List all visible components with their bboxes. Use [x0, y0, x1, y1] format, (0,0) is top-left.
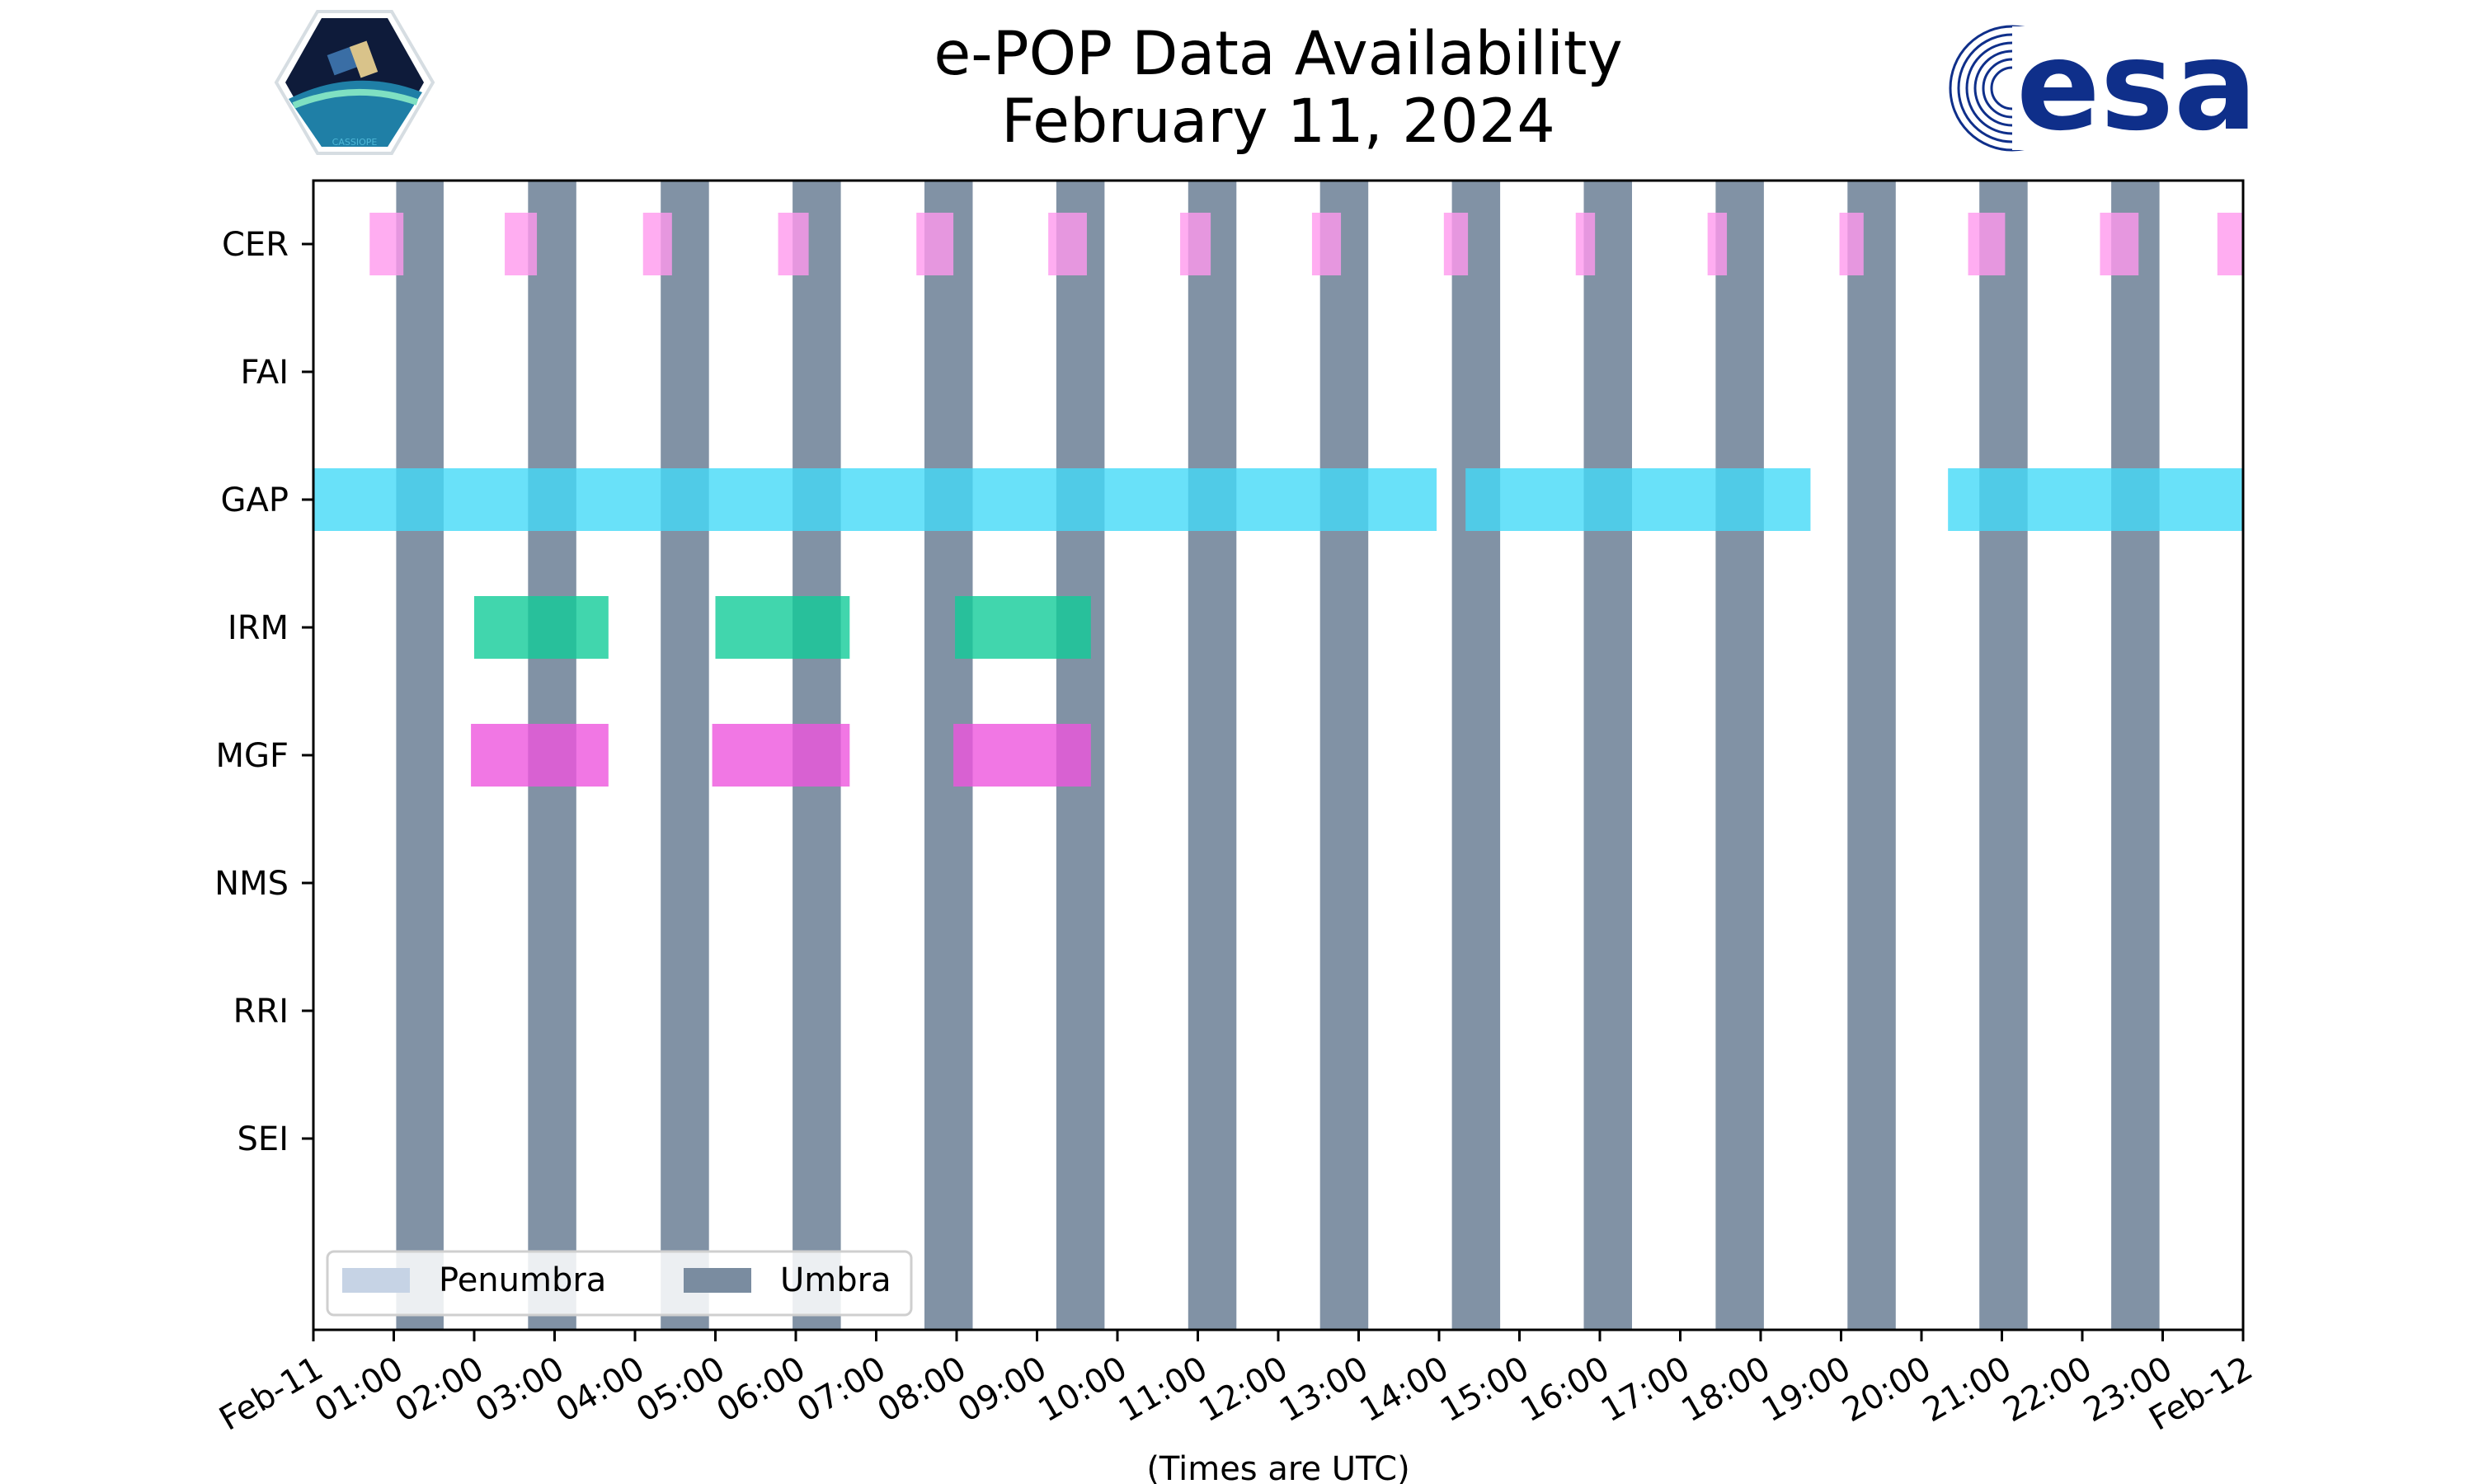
y-tick-label-rri: RRI — [233, 993, 289, 1031]
bar-mgf-1 — [712, 724, 850, 787]
legend-label-umbra: Umbra — [780, 1261, 891, 1299]
x-tick-label-6: 06:00 — [711, 1350, 812, 1430]
bar-cer-3 — [778, 213, 809, 275]
y-tick-label-mgf: MGF — [215, 737, 289, 775]
umbra-band-8 — [1451, 181, 1501, 1330]
bar-cer-12 — [1968, 213, 2006, 275]
umbra-band-9 — [1583, 181, 1632, 1330]
bar-irm-1 — [715, 596, 850, 659]
umbra-bands — [396, 181, 2160, 1330]
esa-logo: esa — [1949, 15, 2257, 158]
x-tick-label-5: 05:00 — [630, 1350, 731, 1430]
bar-cer-11 — [1839, 213, 1864, 275]
umbra-band-0 — [396, 181, 444, 1330]
bar-cer-8 — [1443, 213, 1469, 275]
y-tick-label-cer: CER — [222, 226, 289, 264]
umbra-band-12 — [1979, 181, 2028, 1330]
x-tick-label-10: 10:00 — [1032, 1350, 1134, 1430]
bar-cer-14 — [2217, 213, 2243, 275]
y-tick-label-nms: NMS — [214, 865, 289, 903]
cassiope-logo: CASSIOPE — [274, 10, 435, 155]
bar-cer-10 — [1707, 213, 1728, 275]
chart-subtitle: February 11, 2024 — [1001, 87, 1555, 157]
x-tick-label-15: 15:00 — [1434, 1350, 1536, 1430]
legend: Penumbra Umbra — [326, 1250, 913, 1317]
bar-cer-1 — [505, 213, 538, 275]
bar-cer-0 — [369, 213, 404, 275]
bar-cer-9 — [1575, 213, 1596, 275]
x-tick-label-22: 22:00 — [1997, 1350, 2099, 1430]
bar-cer-5 — [1048, 213, 1087, 275]
y-tick-label-gap: GAP — [221, 481, 289, 519]
y-tick-label-sei: SEI — [238, 1120, 289, 1158]
x-tick-label-8: 08:00 — [872, 1350, 973, 1430]
umbra-band-7 — [1319, 181, 1369, 1330]
x-tick-label-3: 03:00 — [469, 1350, 571, 1430]
bar-cer-13 — [2100, 213, 2139, 275]
bar-irm-2 — [955, 596, 1091, 659]
legend-swatch-penumbra — [342, 1268, 410, 1293]
bar-cer-4 — [916, 213, 954, 275]
bar-mgf-0 — [471, 724, 609, 787]
chart-title: e-POP Data Availability — [934, 19, 1622, 89]
umbra-band-6 — [1188, 181, 1237, 1330]
x-axis-title: (Times are UTC) — [1146, 1450, 1409, 1484]
legend-label-penumbra: Penumbra — [439, 1261, 606, 1299]
bar-gap-1 — [1465, 468, 1811, 531]
x-tick-label-19: 19:00 — [1756, 1350, 1857, 1430]
y-tick-label-irm: IRM — [228, 609, 289, 647]
x-tick-label-9: 09:00 — [952, 1350, 1053, 1430]
bar-cer-6 — [1180, 213, 1211, 275]
umbra-band-11 — [1847, 181, 1896, 1330]
legend-box — [326, 1250, 913, 1317]
x-axis: Feb-1101:0002:0003:0004:0005:0006:0007:0… — [213, 1330, 2259, 1439]
umbra-band-2 — [661, 181, 709, 1330]
x-tick-label-12: 12:00 — [1193, 1350, 1295, 1430]
umbra-band-10 — [1715, 181, 1764, 1330]
x-tick-label-7: 07:00 — [791, 1350, 892, 1430]
legend-swatch-umbra — [684, 1268, 751, 1293]
umbra-band-13 — [2111, 181, 2160, 1330]
x-tick-label-0: Feb-11 — [213, 1350, 329, 1439]
x-tick-label-21: 21:00 — [1917, 1350, 2018, 1430]
bar-mgf-2 — [953, 724, 1091, 787]
x-tick-label-2: 02:00 — [389, 1350, 491, 1430]
bar-cer-2 — [642, 213, 672, 275]
bar-gap-0 — [313, 468, 1437, 531]
y-axis: CER FAI GAP IRM MGF NMS RRI SEI — [214, 226, 313, 1158]
x-tick-label-11: 11:00 — [1112, 1350, 1214, 1430]
esa-logo-text: esa — [2016, 15, 2257, 158]
x-tick-label-18: 18:00 — [1676, 1350, 1777, 1430]
cassiope-logo-text: CASSIOPE — [332, 137, 378, 148]
bar-gap-2 — [1948, 468, 2243, 531]
x-tick-label-1: 01:00 — [308, 1350, 410, 1430]
x-tick-label-20: 20:00 — [1837, 1350, 1938, 1430]
y-tick-label-fai: FAI — [241, 354, 289, 392]
x-tick-label-17: 17:00 — [1595, 1350, 1696, 1430]
instrument-bars — [313, 213, 2243, 787]
bar-irm-0 — [474, 596, 609, 659]
x-tick-label-4: 04:00 — [550, 1350, 651, 1430]
x-tick-label-14: 14:00 — [1354, 1350, 1456, 1430]
bar-cer-7 — [1311, 213, 1342, 275]
x-tick-label-13: 13:00 — [1273, 1350, 1375, 1430]
x-tick-label-16: 16:00 — [1515, 1350, 1616, 1430]
